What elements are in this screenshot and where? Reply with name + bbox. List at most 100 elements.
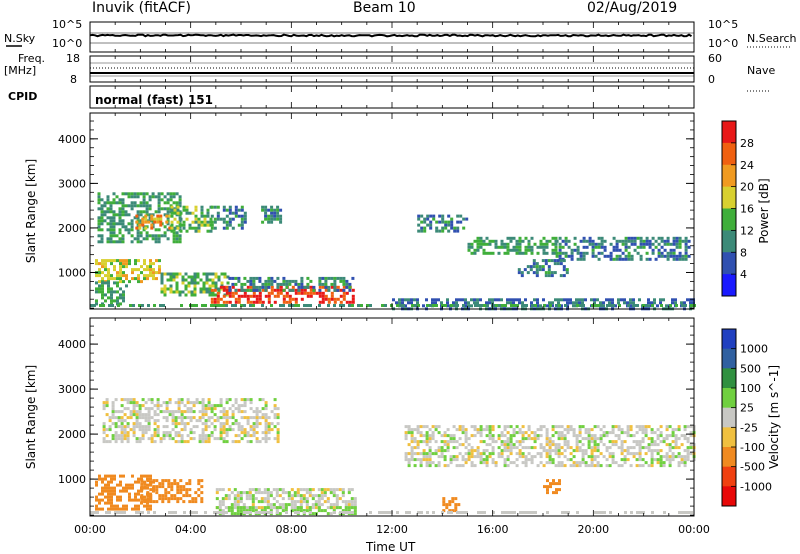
power-cell xyxy=(234,276,238,280)
power-cell xyxy=(116,296,119,300)
power-cell xyxy=(660,251,664,255)
power-cell xyxy=(181,275,185,279)
power-cell xyxy=(240,294,244,298)
power-cell xyxy=(116,274,119,278)
power-cell xyxy=(294,291,298,295)
vel-cell xyxy=(440,455,444,459)
vel-cell xyxy=(449,455,453,459)
power-cell xyxy=(547,265,551,269)
vel-cell xyxy=(120,434,124,438)
power-cell xyxy=(630,242,634,246)
power-cell xyxy=(336,297,340,301)
vel-cell xyxy=(198,419,202,423)
vel-cell xyxy=(150,407,154,411)
power-cell xyxy=(162,304,165,307)
vel-cell xyxy=(681,511,684,514)
power-cell xyxy=(648,257,652,261)
vel-cell xyxy=(123,407,127,411)
power-cell xyxy=(339,279,343,283)
power-cell xyxy=(479,236,483,240)
vel-cell xyxy=(221,497,225,501)
power-cell xyxy=(160,281,164,285)
vel-cell xyxy=(677,461,681,465)
vel-cell xyxy=(647,425,651,429)
power-cell xyxy=(500,239,504,243)
vel-cell xyxy=(227,497,231,501)
vel-cell xyxy=(557,443,561,447)
power-cell xyxy=(684,304,687,307)
vel-cell xyxy=(264,511,267,514)
power-cell xyxy=(456,226,460,230)
power-cell xyxy=(461,298,464,302)
vel-cell xyxy=(503,425,507,429)
vel-cell xyxy=(659,425,663,429)
vel-cell xyxy=(252,425,256,429)
vel-cell xyxy=(488,425,492,429)
vel-cell xyxy=(173,494,177,498)
power-cell xyxy=(561,239,565,243)
power-cell xyxy=(188,226,192,230)
power-cell xyxy=(444,220,448,224)
power-cell xyxy=(133,204,137,208)
vel-cell xyxy=(558,488,561,492)
vel-cell xyxy=(647,464,651,468)
power-cell xyxy=(246,297,250,301)
power-cell xyxy=(249,279,253,283)
vel-cell xyxy=(113,489,116,493)
power-cell xyxy=(482,242,486,246)
power-cell xyxy=(273,214,277,218)
power-cell xyxy=(659,298,662,302)
vel-cell xyxy=(116,495,119,499)
power-cell xyxy=(276,294,280,298)
vel-cell xyxy=(180,434,184,438)
power-cell xyxy=(294,300,298,304)
power-cell xyxy=(113,268,116,272)
vel-colorbar-swatch xyxy=(722,466,736,487)
power-cell xyxy=(175,284,179,288)
power-cell xyxy=(135,220,139,224)
vel-cell xyxy=(443,458,447,462)
vel-cell xyxy=(272,488,276,492)
vel-cell xyxy=(555,491,558,495)
vel-cell xyxy=(345,511,348,514)
power-cell xyxy=(252,279,256,283)
vel-cell xyxy=(554,431,558,435)
vel-cell xyxy=(201,410,205,414)
vel-cell xyxy=(539,452,543,456)
power-cell xyxy=(515,239,519,243)
power-cell xyxy=(206,223,210,227)
power-cell xyxy=(156,217,160,221)
vel-cell xyxy=(246,422,250,426)
power-cell xyxy=(193,278,197,282)
vel-cell xyxy=(290,494,294,498)
vel-cell xyxy=(462,511,465,514)
vel-cell xyxy=(525,511,528,514)
vel-cell xyxy=(593,446,597,450)
vel-cell xyxy=(276,422,280,426)
vel-cell xyxy=(135,440,139,444)
vel-ytick-label: 1000 xyxy=(58,473,86,486)
power-cell xyxy=(675,257,679,261)
vel-cell xyxy=(180,422,184,426)
vel-cell xyxy=(177,416,181,420)
power-cell xyxy=(176,220,180,224)
vel-cell xyxy=(656,428,660,432)
power-cell xyxy=(264,288,268,292)
vel-cell xyxy=(425,425,429,429)
vel-cell xyxy=(120,511,123,514)
vel-cell xyxy=(561,511,564,514)
vel-cell xyxy=(108,511,111,514)
power-cell xyxy=(237,294,241,298)
power-cell xyxy=(194,226,198,230)
vel-cell xyxy=(189,401,193,405)
vel-cell xyxy=(323,500,327,504)
vel-cell xyxy=(108,425,112,429)
vel-cell xyxy=(224,506,228,510)
vel-cell xyxy=(101,480,104,484)
power-cell xyxy=(138,304,141,307)
vel-cell xyxy=(141,431,145,435)
power-cell xyxy=(345,282,349,286)
power-cell xyxy=(579,304,582,307)
vel-cell xyxy=(638,455,642,459)
power-cell xyxy=(211,284,215,288)
